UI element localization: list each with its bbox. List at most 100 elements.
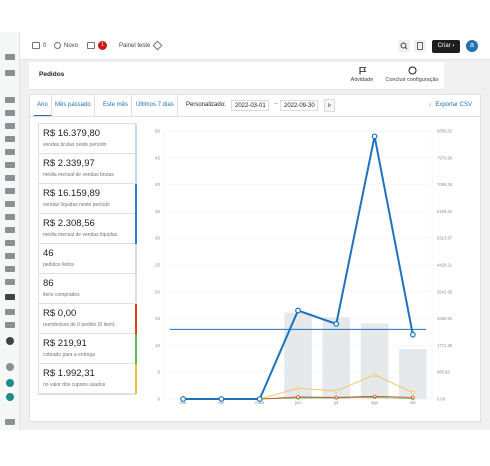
menu-icon[interactable]	[5, 201, 15, 207]
search-button[interactable]	[398, 40, 410, 52]
create-label: Criar	[437, 43, 451, 49]
stat-label: média mensal de vendas líquidas	[43, 232, 118, 238]
activity-button[interactable]: Atividade	[347, 66, 377, 83]
y-tick-label: 35	[155, 209, 161, 214]
notifications-link[interactable]: 1	[87, 41, 107, 51]
stat-color-bar	[135, 334, 137, 364]
stat-value: R$ 0,00	[43, 308, 77, 319]
comments-count: 0	[43, 43, 47, 49]
plugin-icon[interactable]	[6, 379, 14, 387]
stat-label: reembolsos de 0 pedido (0 item)	[43, 322, 115, 328]
menu-icon[interactable]	[5, 253, 15, 259]
stat-item[interactable]: R$ 0,00 reembolsos de 0 pedido (0 item)	[39, 304, 137, 334]
stat-label: vendas brutas neste período	[43, 142, 107, 148]
menu-icon[interactable]	[5, 175, 15, 181]
help-button[interactable]	[414, 40, 426, 52]
plugin-icon[interactable]	[6, 363, 14, 371]
y-tick-label: 15	[155, 316, 161, 321]
comments-link[interactable]: 0	[32, 41, 46, 51]
panel-link[interactable]: Painel teste	[119, 40, 163, 51]
date-filter-bar: Ano Mês passado Este mês Últimos 7 dias …	[30, 95, 480, 117]
menu-icon[interactable]	[5, 309, 15, 315]
menu-icon[interactable]	[5, 54, 15, 60]
settings-icon[interactable]	[6, 337, 14, 345]
y-right-tick-label: 7970.96	[437, 155, 453, 160]
stat-item[interactable]: R$ 1.992,31 no valor dos cupons usados	[39, 364, 137, 394]
create-button[interactable]: Criar ›	[432, 40, 460, 53]
menu-icon[interactable]	[5, 70, 15, 76]
menu-icon[interactable]	[5, 214, 15, 220]
tab-year[interactable]: Ano	[34, 95, 52, 116]
notification-badge: 1	[98, 41, 107, 50]
apply-range-button[interactable]: Ir	[324, 99, 335, 112]
menu-icon[interactable]	[5, 123, 15, 129]
sales-chart: 0 5 10 15 20 25 30 35 40 45 50 0.00 885.68 1771.35 265…	[155, 129, 453, 406]
stat-color-bar	[135, 124, 137, 154]
y-right-tick-label: 6199.63	[437, 209, 453, 214]
y-tick-label: 40	[155, 182, 161, 187]
data-point	[371, 133, 378, 140]
menu-icon-active[interactable]	[5, 294, 15, 300]
avatar[interactable]: a	[466, 40, 478, 52]
stat-value: R$ 2.308,56	[43, 218, 95, 229]
data-point	[296, 386, 300, 391]
activity-label: Atividade	[350, 77, 374, 83]
stat-item[interactable]: 86 itens comprados	[39, 274, 137, 304]
export-csv-link[interactable]: ↓ Exportar CSV	[428, 102, 472, 108]
stat-color-bar	[135, 184, 137, 214]
stat-value: R$ 2.339,97	[43, 158, 95, 169]
stat-item[interactable]: R$ 219,91 cobrado para a entrega	[39, 334, 137, 364]
menu-icon[interactable]	[5, 97, 15, 103]
collapse-icon[interactable]	[5, 419, 15, 425]
y-right-tick-label: 5313.87	[437, 236, 453, 241]
flag-icon	[359, 67, 366, 75]
stat-color-bar	[135, 214, 137, 244]
menu-icon[interactable]	[5, 188, 15, 194]
menu-icon[interactable]	[5, 240, 15, 246]
data-point	[372, 373, 377, 377]
tab-last-7-days[interactable]: Últimos 7 dias	[133, 95, 178, 116]
y-tick-label: 0	[157, 397, 160, 402]
tab-this-month[interactable]: Este mês	[100, 95, 133, 116]
data-point	[296, 395, 300, 399]
menu-icon[interactable]	[5, 136, 15, 142]
y-tick-label: 30	[155, 236, 161, 241]
date-to-input[interactable]: 2022-09-30	[280, 100, 318, 111]
menu-icon[interactable]	[5, 279, 15, 285]
menu-icon[interactable]	[5, 149, 15, 155]
search-icon	[400, 42, 408, 50]
stat-value: R$ 16.379,80	[43, 128, 101, 139]
finish-setup-label: Concluir configuração	[385, 77, 439, 83]
y-right-tick-label: 8856.62	[437, 129, 453, 134]
stat-item[interactable]: R$ 2.308,56 média mensal de vendas líqui…	[39, 214, 137, 244]
menu-icon[interactable]	[5, 110, 15, 116]
tab-last-month[interactable]: Mês passado	[52, 95, 95, 116]
x-tick-label: ago	[371, 400, 379, 405]
report-card: Ano Mês passado Este mês Últimos 7 dias …	[29, 94, 481, 422]
finish-setup-button[interactable]: Concluir configuração	[383, 66, 441, 83]
stats-legend: R$ 16.379,80 vendas brutas neste período…	[38, 123, 137, 395]
stat-item[interactable]: R$ 2.339,97 média mensal de vendas bruta…	[39, 154, 137, 184]
stat-item[interactable]: R$ 16.379,80 vendas brutas neste período	[39, 124, 137, 154]
data-point	[411, 395, 415, 400]
export-label: Exportar CSV	[435, 102, 472, 108]
download-icon: ↓	[428, 102, 432, 108]
date-from-input[interactable]: 2022-03-01	[231, 100, 269, 111]
stat-item[interactable]: R$ 16.159,89 vendas líquidas neste perío…	[39, 184, 137, 214]
menu-icon[interactable]	[5, 227, 15, 233]
menu-icon[interactable]	[5, 322, 15, 328]
y-tick-label: 25	[155, 263, 161, 268]
date-separator: –	[274, 101, 278, 107]
menu-icon[interactable]	[5, 266, 15, 272]
chevron-right-icon: ›	[452, 43, 455, 49]
stat-color-bar	[135, 304, 137, 334]
menu-icon[interactable]	[5, 162, 15, 168]
stat-item[interactable]: 46 pedidos feitos	[39, 244, 137, 274]
data-point	[409, 331, 416, 338]
y-tick-label: 5	[157, 370, 160, 375]
stat-color-bar	[135, 274, 137, 304]
stat-label: pedidos feitos	[43, 262, 74, 268]
new-link[interactable]: Novo	[54, 41, 78, 51]
stat-label: média mensal de vendas brutas	[43, 172, 114, 178]
plugin-icon[interactable]	[6, 393, 14, 401]
